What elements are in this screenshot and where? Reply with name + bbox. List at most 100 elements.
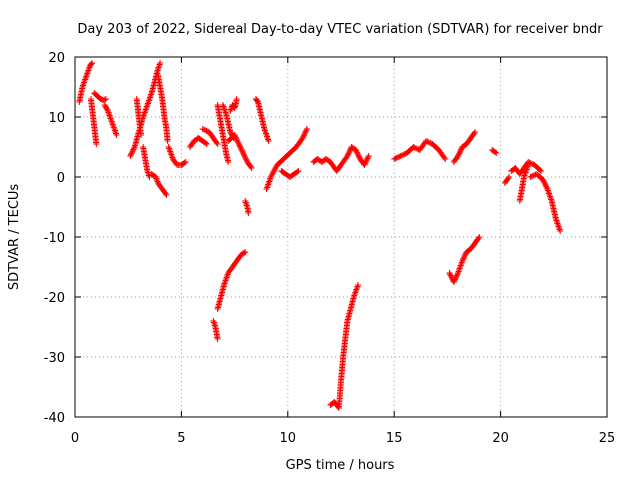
data-point xyxy=(476,234,483,240)
data-point xyxy=(505,175,512,182)
data-point xyxy=(129,147,136,154)
data-point xyxy=(395,154,401,161)
data-point xyxy=(236,142,243,149)
data-point xyxy=(525,162,532,168)
data-point xyxy=(537,167,543,173)
data-point xyxy=(543,183,550,190)
data-point xyxy=(127,151,134,158)
y-tick-label: -40 xyxy=(44,411,65,426)
data-point xyxy=(540,177,547,183)
data-point xyxy=(411,144,418,151)
data-point xyxy=(538,168,544,174)
data-point xyxy=(243,156,250,163)
x-tick-label: 15 xyxy=(386,431,403,446)
data-point xyxy=(242,249,249,255)
data-point xyxy=(214,141,221,147)
data-point xyxy=(233,96,240,102)
data-point xyxy=(451,277,458,284)
data-point xyxy=(165,144,172,150)
data-point xyxy=(248,165,255,171)
y-tick-label: -30 xyxy=(44,351,65,366)
data-point xyxy=(364,155,371,162)
data-point xyxy=(401,151,408,158)
data-point xyxy=(88,61,95,67)
data-point xyxy=(245,210,252,216)
data-point xyxy=(396,153,403,160)
y-axis-label: SDTVAR / TECUs xyxy=(7,184,22,291)
data-points xyxy=(76,60,564,411)
data-point xyxy=(225,159,232,165)
data-point xyxy=(270,168,277,175)
data-point xyxy=(235,139,242,146)
x-tick-labels: 0 5 10 15 20 25 xyxy=(71,431,615,446)
data-point xyxy=(113,132,120,138)
data-point xyxy=(269,171,276,178)
data-point xyxy=(346,147,353,154)
data-point xyxy=(475,235,482,242)
data-point xyxy=(300,133,307,140)
y-tick-label: 0 xyxy=(57,171,65,186)
data-point xyxy=(242,155,249,162)
data-point xyxy=(454,271,461,278)
data-point xyxy=(239,148,246,155)
data-point xyxy=(271,167,278,174)
data-point xyxy=(268,172,275,179)
data-point xyxy=(355,152,362,159)
data-point xyxy=(181,159,188,166)
data-point xyxy=(302,129,309,136)
data-point xyxy=(265,138,272,144)
data-point xyxy=(304,126,310,132)
data-point xyxy=(455,153,461,159)
data-point xyxy=(232,133,239,140)
data-point xyxy=(361,162,368,168)
data-point xyxy=(240,150,247,156)
data-point xyxy=(391,156,398,162)
data-point xyxy=(299,135,306,141)
data-point xyxy=(101,96,108,103)
data-point xyxy=(157,60,164,66)
y-tick-label: 20 xyxy=(48,51,65,66)
chart-title: Day 203 of 2022, Sidereal Day-to-day VTE… xyxy=(77,22,603,37)
data-point xyxy=(441,154,448,161)
data-point xyxy=(453,273,460,280)
data-point xyxy=(455,151,462,158)
data-point xyxy=(344,153,351,159)
data-point xyxy=(131,145,137,152)
data-point xyxy=(446,270,453,276)
data-point xyxy=(557,228,564,234)
data-point xyxy=(461,252,468,259)
data-point xyxy=(453,272,460,279)
data-point xyxy=(203,141,210,147)
data-point xyxy=(210,318,217,324)
data-point xyxy=(162,190,169,197)
data-point xyxy=(365,154,372,161)
y-tick-label: 10 xyxy=(48,111,65,126)
data-point xyxy=(458,146,465,153)
data-point xyxy=(365,153,372,159)
data-point xyxy=(506,174,513,180)
data-point xyxy=(89,60,95,66)
y-tick-labels: -40 -30 -20 -10 0 10 20 xyxy=(44,51,65,426)
data-point xyxy=(269,170,276,176)
data-point xyxy=(102,96,109,102)
data-point xyxy=(355,153,362,160)
data-point xyxy=(442,156,449,162)
data-point xyxy=(353,148,360,155)
x-tick-label: 20 xyxy=(492,431,509,446)
data-point xyxy=(492,149,499,156)
data-point xyxy=(352,147,359,153)
data-point xyxy=(182,159,189,165)
data-point xyxy=(93,141,100,147)
data-point xyxy=(267,174,274,180)
y-tick-label: -10 xyxy=(44,231,65,246)
data-point xyxy=(303,127,310,134)
data-point xyxy=(238,146,245,153)
data-point xyxy=(130,146,137,153)
x-tick-label: 0 xyxy=(71,431,79,446)
y-tick-label: -20 xyxy=(44,291,65,306)
data-point xyxy=(164,138,171,144)
data-point xyxy=(234,137,240,144)
data-point xyxy=(540,178,547,185)
data-point xyxy=(400,151,407,158)
